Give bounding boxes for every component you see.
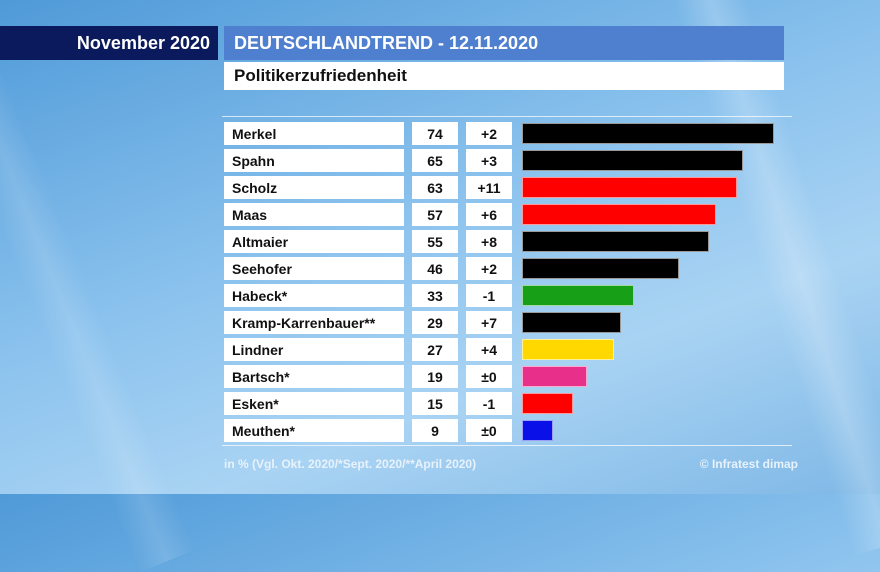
table-row: Altmaier 55 +8 [222,230,792,253]
politician-name: Habeck* [224,284,404,307]
background-streak [0,67,196,572]
chart-title: DEUTSCHLANDTREND - 12.11.2020 [224,26,784,60]
approval-value: 9 [412,419,458,442]
approval-value: 57 [412,203,458,226]
approval-bar [522,312,621,333]
approval-value: 19 [412,365,458,388]
politician-name: Bartsch* [224,365,404,388]
change-value: ±0 [466,419,512,442]
table-row: Lindner 27 +4 [222,338,792,361]
table-row: Spahn 65 +3 [222,149,792,172]
footnote: in % (Vgl. Okt. 2020/*Sept. 2020/**April… [224,457,477,471]
approval-value: 27 [412,338,458,361]
source-credit: © Infratest dimap [699,457,798,471]
change-value: +8 [466,230,512,253]
approval-value: 46 [412,257,458,280]
change-value: ±0 [466,365,512,388]
approval-bar [522,393,574,414]
change-value: +7 [466,311,512,334]
change-value: -1 [466,392,512,415]
change-value: +3 [466,149,512,172]
table-row: Bartsch* 19 ±0 [222,365,792,388]
approval-value: 74 [412,122,458,145]
table-row: Esken* 15 -1 [222,392,792,415]
approval-value: 55 [412,230,458,253]
date-badge: November 2020 [0,26,218,60]
table-row: Seehofer 46 +2 [222,257,792,280]
change-value: +11 [466,176,512,199]
change-value: +4 [466,338,512,361]
approval-bar [522,231,710,252]
approval-value: 15 [412,392,458,415]
table-row: Meuthen* 9 ±0 [222,419,792,442]
politician-name: Lindner [224,338,404,361]
politician-name: Merkel [224,122,404,145]
table-row: Scholz 63 +11 [222,176,792,199]
bar-chart-table: Merkel 74 +2 Spahn 65 +3 Scholz 63 +11 Maas 57 +6 Al… [222,116,792,446]
politician-name: Seehofer [224,257,404,280]
politician-name: Meuthen* [224,419,404,442]
politician-name: Altmaier [224,230,404,253]
politician-name: Kramp-Karrenbauer** [224,311,404,334]
table-row: Maas 57 +6 [222,203,792,226]
approval-bar [522,339,614,360]
politician-name: Spahn [224,149,404,172]
change-value: +2 [466,257,512,280]
approval-bar [522,366,587,387]
approval-value: 65 [412,149,458,172]
approval-bar [522,123,774,144]
approval-bar [522,177,737,198]
approval-bar [522,204,717,225]
approval-bar [522,285,635,306]
table-row: Merkel 74 +2 [222,122,792,145]
change-value: +2 [466,122,512,145]
change-value: +6 [466,203,512,226]
politician-name: Esken* [224,392,404,415]
politician-name: Maas [224,203,404,226]
table-row: Habeck* 33 -1 [222,284,792,307]
approval-value: 63 [412,176,458,199]
approval-bar [522,420,553,441]
approval-value: 33 [412,284,458,307]
approval-value: 29 [412,311,458,334]
chart-subtitle: Politikerzufriedenheit [224,62,784,90]
table-row: Kramp-Karrenbauer** 29 +7 [222,311,792,334]
approval-bar [522,258,679,279]
change-value: -1 [466,284,512,307]
politician-name: Scholz [224,176,404,199]
approval-bar [522,150,744,171]
